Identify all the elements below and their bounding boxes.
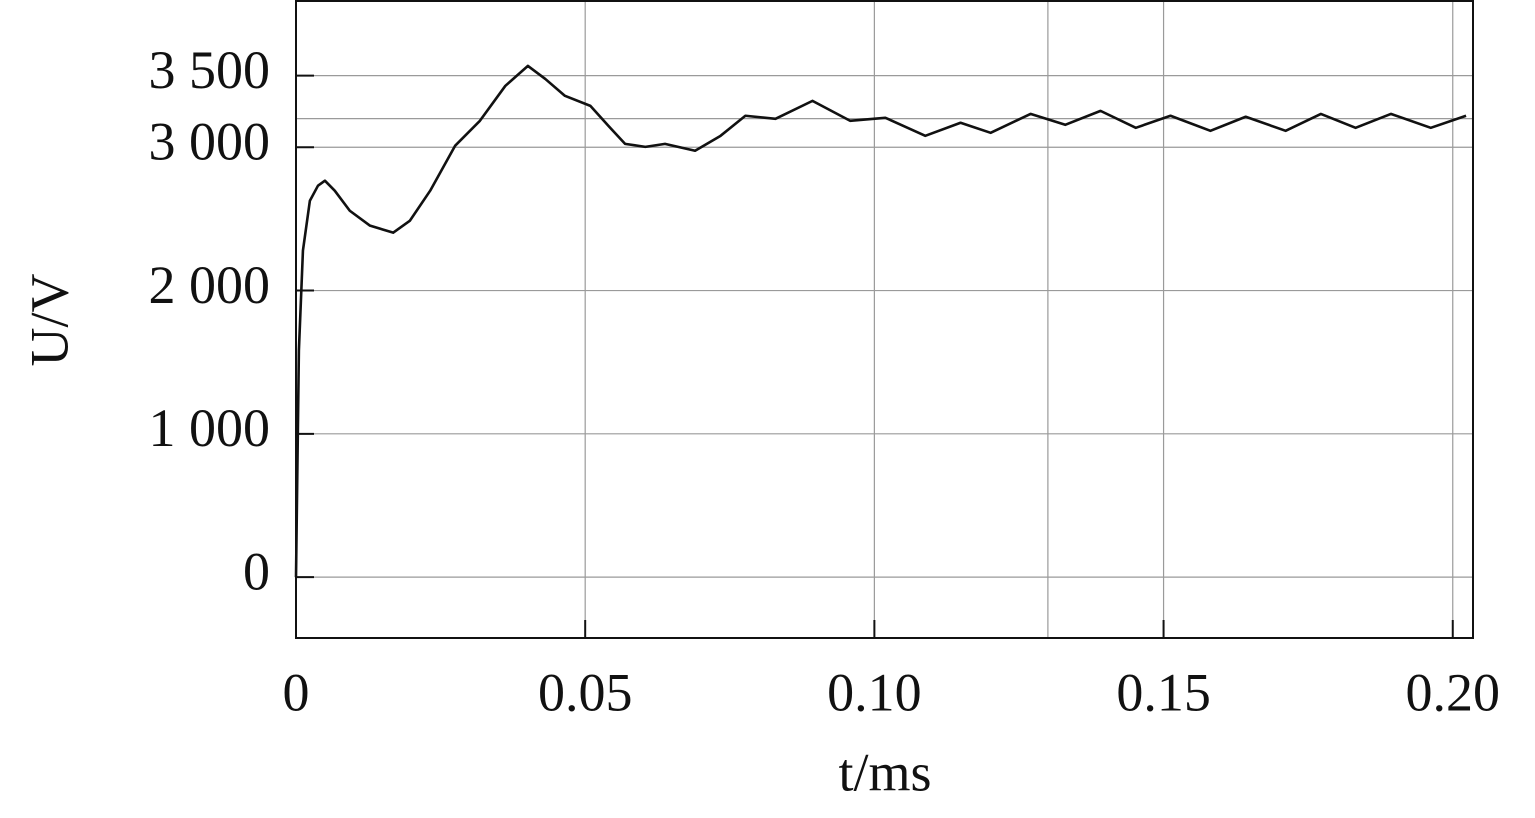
data-line [294,64,1467,578]
y-tick-label: 2 000 [149,255,271,315]
y-tick-label: 3 500 [149,40,271,100]
x-tick-label: 0 [283,662,310,722]
x-tick-label: 0.05 [538,662,633,722]
y-tick-label: 3 000 [149,112,271,172]
y-tick-label: 1 000 [149,398,271,458]
y-axis-label: U/V [19,274,79,367]
x-tick-label: 0.20 [1406,662,1501,722]
x-tick-label: 0.10 [827,662,922,722]
x-axis-label: t/ms [838,742,931,802]
plot-frame [295,0,1474,639]
x-tick-label: 0.15 [1116,662,1211,722]
y-tick-label: 0 [243,541,270,601]
